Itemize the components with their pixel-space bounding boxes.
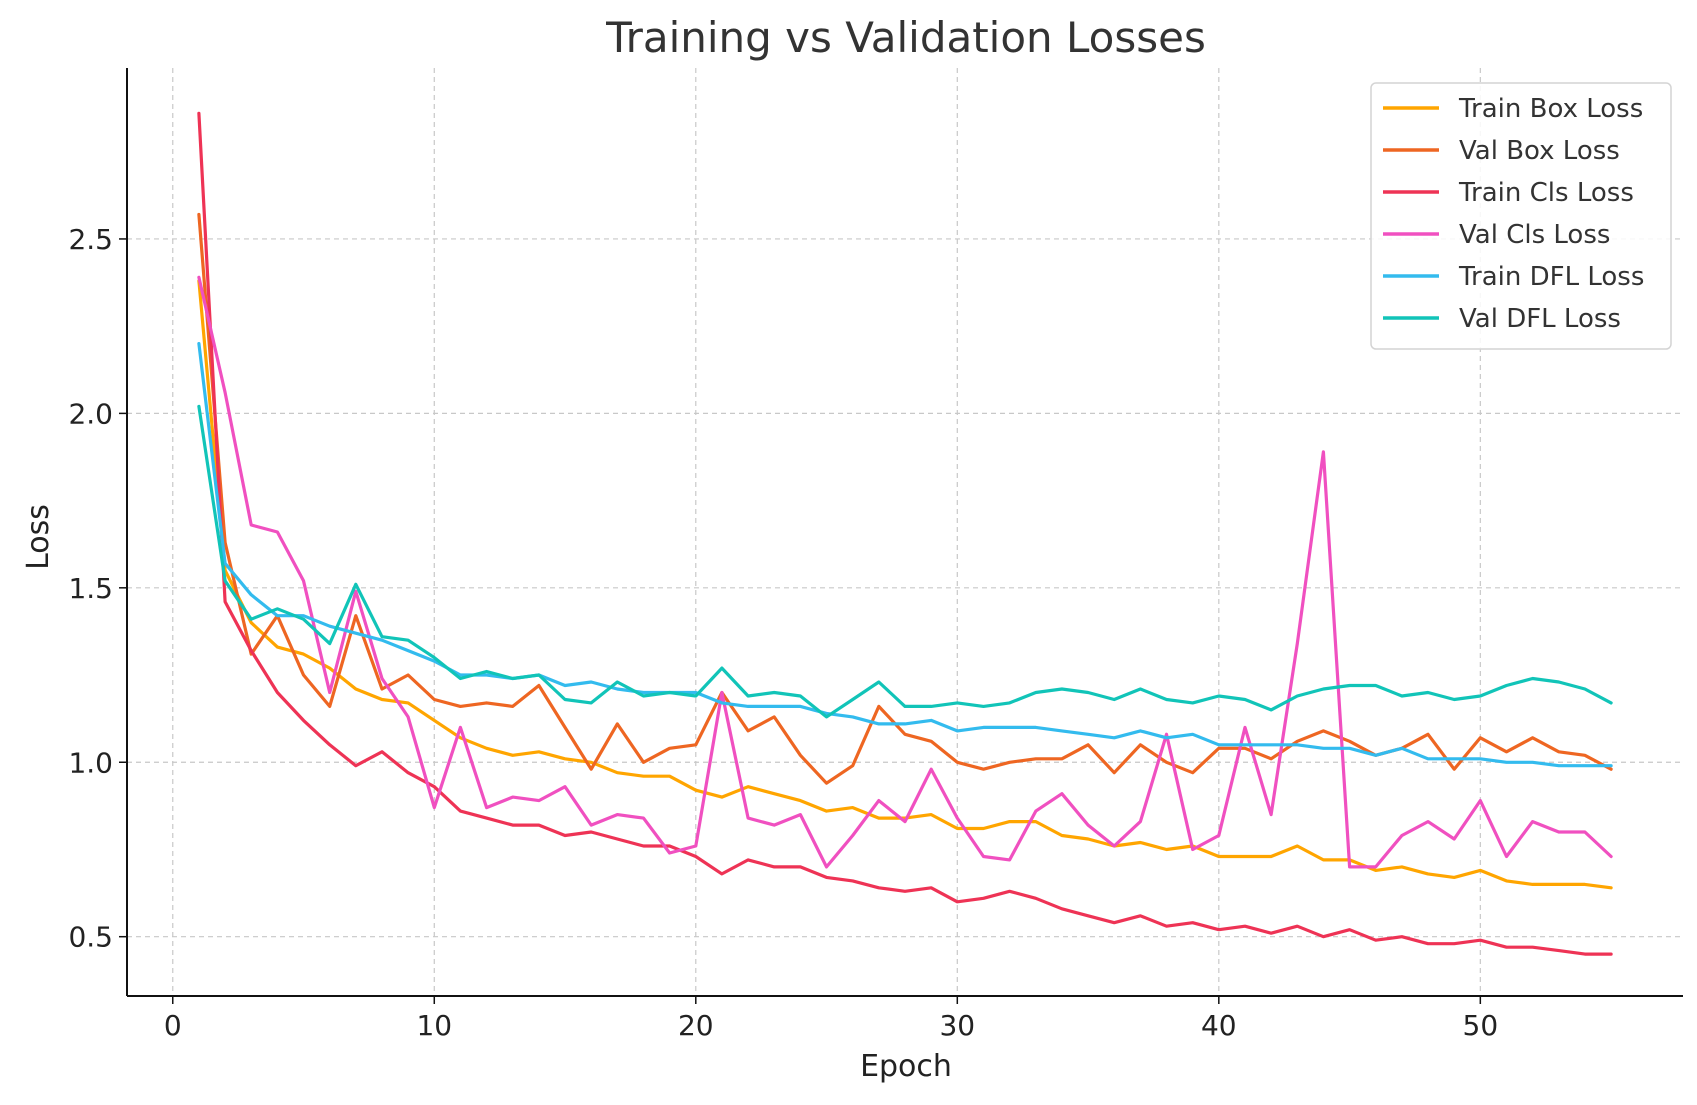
- y-axis-label: Loss: [21, 504, 56, 570]
- legend-label: Train Box Loss: [1458, 94, 1643, 124]
- series-line-val-dfl-loss: [197, 404, 1613, 719]
- legend-box: [1370, 82, 1672, 350]
- series-line-val-cls-loss: [197, 275, 1613, 869]
- axes: [126, 68, 1683, 997]
- legend: Train Box Loss Val Box Loss Train Cls Loss…: [1370, 82, 1672, 350]
- x-axis-label: Epoch: [860, 1049, 952, 1084]
- chart-title: Training vs Validation Losses: [605, 13, 1206, 62]
- y-tick-label: 0.5: [68, 921, 113, 954]
- tick-labels: 0 10 20 30 40 50 0.5 1.0 1.5 2.0 2.5: [68, 223, 1498, 1042]
- y-tick-label: 2.5: [68, 223, 113, 256]
- legend-label: Val Cls Loss: [1459, 220, 1610, 250]
- series-lines: [197, 111, 1613, 956]
- x-tick-label: 40: [1201, 1009, 1237, 1042]
- y-tick-label: 1.0: [68, 746, 113, 779]
- legend-label: Val Box Loss: [1459, 136, 1620, 166]
- x-tick-label: 0: [164, 1009, 182, 1042]
- x-tick-label: 50: [1463, 1009, 1499, 1042]
- x-tick-label: 10: [416, 1009, 452, 1042]
- legend-label: Val DFL Loss: [1459, 304, 1621, 334]
- y-tick-label: 1.5: [68, 572, 113, 605]
- series-line-train-dfl-loss: [197, 342, 1613, 768]
- x-tick-label: 20: [678, 1009, 714, 1042]
- y-tick-label: 2.0: [68, 397, 113, 430]
- series-line-train-cls-loss: [197, 111, 1613, 956]
- legend-label: Train Cls Loss: [1458, 178, 1634, 208]
- x-tick-label: 30: [939, 1009, 975, 1042]
- legend-label: Train DFL Loss: [1458, 262, 1644, 292]
